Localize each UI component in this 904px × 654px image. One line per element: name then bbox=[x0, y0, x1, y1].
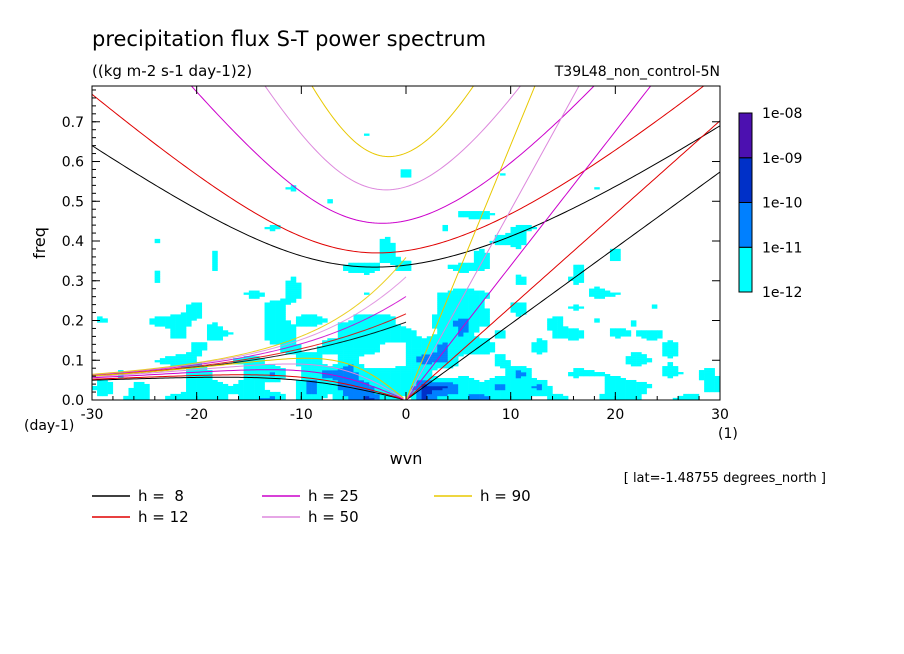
x-axis-label: wvn bbox=[390, 449, 423, 468]
legend: h = 8 h = 12 h = 25 h = 50 h = 90 bbox=[92, 487, 531, 526]
colorbar-level-label: 1e-10 bbox=[762, 196, 802, 212]
colorbar-swatch bbox=[738, 157, 753, 203]
x-tick-label: 10 bbox=[502, 407, 520, 423]
colorbar-swatch bbox=[738, 246, 753, 293]
y-tick-label: 0.5 bbox=[62, 194, 84, 210]
colorbar: 1e-12 1e-11 1e-10 1e-09 1e-08 bbox=[738, 106, 802, 301]
x-tick-label: 30 bbox=[711, 407, 729, 423]
legend-label: h = 8 bbox=[138, 487, 184, 505]
legend-label: h = 50 bbox=[308, 508, 359, 526]
y-tick-label: 0.1 bbox=[62, 353, 84, 369]
legend-label: h = 12 bbox=[138, 508, 189, 526]
run-label: T39L48_non_control-5N bbox=[554, 64, 720, 80]
colorbar-swatch bbox=[738, 202, 753, 248]
dispersion-curves bbox=[92, 86, 720, 400]
x-axis: -30 -20 -10 0 10 20 30 bbox=[81, 86, 729, 423]
legend-label: h = 25 bbox=[308, 487, 359, 505]
y-tick-label: 0.0 bbox=[62, 393, 84, 409]
latitude-annotation: [ lat=-1.48755 degrees_north ] bbox=[624, 471, 826, 486]
x-tick-label: -20 bbox=[185, 407, 208, 423]
y-tick-label: 0.3 bbox=[62, 274, 84, 290]
y-axis: 0.0 0.1 0.2 0.3 0.4 0.5 0.6 0.7 bbox=[62, 89, 720, 409]
colorbar-level-label: 1e-09 bbox=[762, 151, 802, 167]
colorbar-level-label: 1e-08 bbox=[762, 106, 802, 122]
colorbar-level-label: 1e-12 bbox=[762, 285, 802, 301]
x-tick-label: -30 bbox=[81, 407, 104, 423]
y-unit-label: (day-1) bbox=[24, 418, 74, 434]
x-tick-label: 0 bbox=[402, 407, 411, 423]
y-tick-label: 0.6 bbox=[62, 155, 84, 171]
chart-units: ((kg m-2 s-1 day-1)2) bbox=[92, 62, 252, 80]
colorbar-swatch bbox=[738, 112, 753, 159]
chart-title: precipitation flux S-T power spectrum bbox=[92, 27, 486, 51]
x-tick-label: -10 bbox=[290, 407, 313, 423]
x-unit-label: (1) bbox=[718, 426, 738, 442]
y-tick-label: 0.7 bbox=[62, 115, 84, 131]
y-tick-label: 0.2 bbox=[62, 314, 84, 330]
colorbar-level-label: 1e-11 bbox=[762, 240, 802, 256]
y-tick-label: 0.4 bbox=[62, 234, 84, 250]
legend-label: h = 90 bbox=[480, 487, 531, 505]
y-axis-label: freq bbox=[30, 227, 49, 259]
heatmap-field bbox=[92, 133, 720, 400]
x-tick-label: 20 bbox=[606, 407, 624, 423]
